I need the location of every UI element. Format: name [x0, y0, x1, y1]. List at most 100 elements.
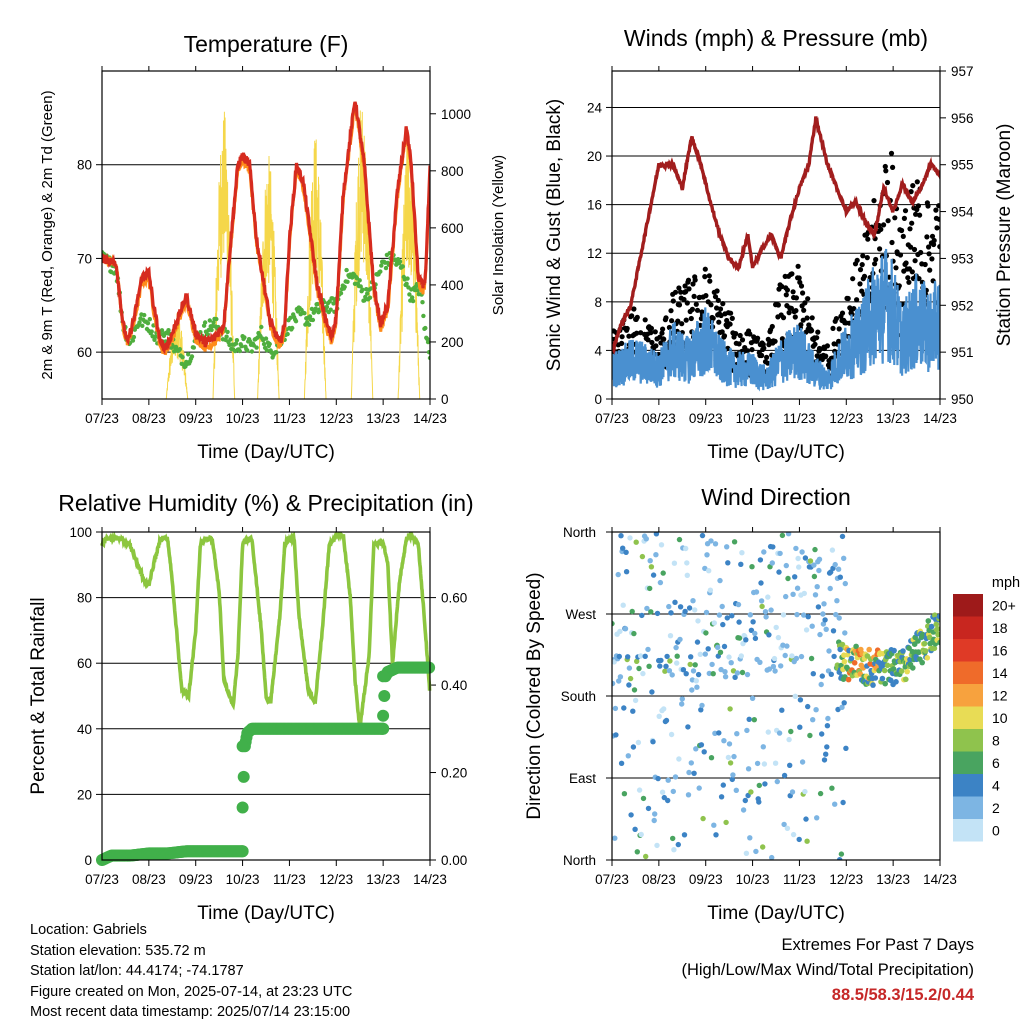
dewpoint-point — [264, 348, 270, 353]
gust-point — [796, 275, 802, 281]
gust-point — [682, 283, 688, 289]
direction-point — [786, 736, 792, 743]
direction-point — [724, 544, 730, 550]
dewpoint-point — [315, 301, 320, 307]
gust-point — [693, 301, 699, 307]
direction-point — [801, 590, 807, 597]
gust-point — [661, 336, 667, 342]
x-tick-label: 09/23 — [179, 872, 213, 887]
direction-point — [761, 549, 767, 555]
direction-point — [827, 585, 833, 592]
direction-point — [617, 674, 624, 680]
direction-point — [814, 815, 820, 821]
gust-point — [702, 274, 708, 280]
direction-point — [686, 769, 692, 776]
direction-point — [756, 799, 762, 805]
dewpoint-point — [405, 276, 410, 281]
direction-point — [665, 797, 671, 804]
direction-point — [698, 742, 705, 748]
direction-point — [642, 653, 648, 659]
direction-point — [752, 635, 759, 642]
direction-point — [823, 751, 829, 757]
dewpoint-point — [306, 322, 312, 327]
direction-point — [679, 696, 685, 702]
temp-2m-line — [102, 101, 430, 355]
gust-point — [629, 313, 635, 319]
direction-point — [650, 572, 657, 578]
gust-point — [833, 316, 840, 322]
direction-point — [768, 607, 774, 613]
direction-point — [766, 632, 772, 638]
gust-point — [860, 253, 866, 259]
direction-point — [848, 655, 855, 662]
direction-point — [853, 643, 859, 650]
dewpoint-point — [423, 325, 428, 331]
precip-point — [377, 722, 390, 735]
direction-point — [731, 753, 737, 760]
direction-point — [744, 671, 751, 678]
direction-point — [702, 565, 708, 572]
dewpoint-point — [302, 311, 307, 316]
direction-point — [676, 536, 683, 543]
direction-point — [781, 821, 787, 828]
y2-tick-label: 0.20 — [441, 766, 467, 781]
extremes-title: Extremes For Past 7 Days — [781, 936, 974, 954]
gust-point — [878, 226, 884, 232]
x-tick-label: 10/23 — [736, 872, 770, 887]
gust-point — [755, 335, 761, 341]
direction-point — [684, 572, 690, 578]
direction-point — [821, 757, 828, 763]
y2-tick-label: 954 — [951, 205, 974, 220]
location-text: Location: Gabriels — [30, 922, 147, 938]
y2-tick-label: 957 — [951, 64, 974, 79]
gust-point — [823, 353, 829, 359]
direction-point — [722, 674, 729, 680]
direction-point — [701, 749, 707, 755]
gust-point — [922, 261, 928, 268]
dewpoint-point — [214, 316, 219, 322]
gust-point — [912, 258, 918, 264]
dewpoint-point — [295, 309, 301, 314]
gust-point — [884, 179, 891, 186]
direction-point — [706, 568, 712, 574]
y2-tick-label: 953 — [951, 251, 974, 266]
direction-point — [805, 614, 811, 620]
direction-point — [734, 670, 741, 676]
direction-point — [688, 760, 694, 766]
direction-point — [654, 842, 660, 849]
direction-point — [801, 612, 807, 618]
direction-point — [738, 653, 744, 659]
gust-point — [747, 331, 753, 337]
x-tick-label: 12/23 — [319, 411, 353, 426]
x-tick-label: 14/23 — [923, 872, 957, 887]
gust-point — [783, 292, 789, 298]
gust-point — [765, 360, 771, 366]
gust-point — [892, 215, 898, 221]
direction-point — [749, 695, 756, 701]
y-tick-label: 4 — [594, 343, 602, 358]
gust-point — [893, 265, 899, 271]
direction-point — [663, 717, 670, 724]
dewpoint-point — [378, 269, 383, 274]
gust-point — [936, 216, 940, 222]
direction-point — [919, 659, 925, 666]
extremes-subtitle: (High/Low/Max Wind/Total Precipitation) — [681, 961, 974, 979]
dewpoint-point — [180, 355, 185, 360]
direction-point — [821, 601, 827, 607]
direction-point — [836, 615, 842, 621]
direction-point — [726, 741, 733, 747]
direction-point — [832, 801, 838, 807]
dewpoint-point — [407, 292, 412, 297]
direction-point — [919, 631, 926, 638]
direction-point — [671, 847, 677, 853]
precip-point — [237, 770, 250, 783]
gust-point — [676, 302, 683, 308]
gust-point — [916, 276, 922, 282]
direction-point — [934, 626, 940, 632]
dewpoint-point — [191, 345, 196, 350]
gust-point — [653, 343, 659, 349]
direction-point — [814, 584, 820, 590]
direction-point — [683, 545, 689, 552]
dewpoint-point — [131, 334, 137, 340]
direction-point — [665, 777, 671, 783]
